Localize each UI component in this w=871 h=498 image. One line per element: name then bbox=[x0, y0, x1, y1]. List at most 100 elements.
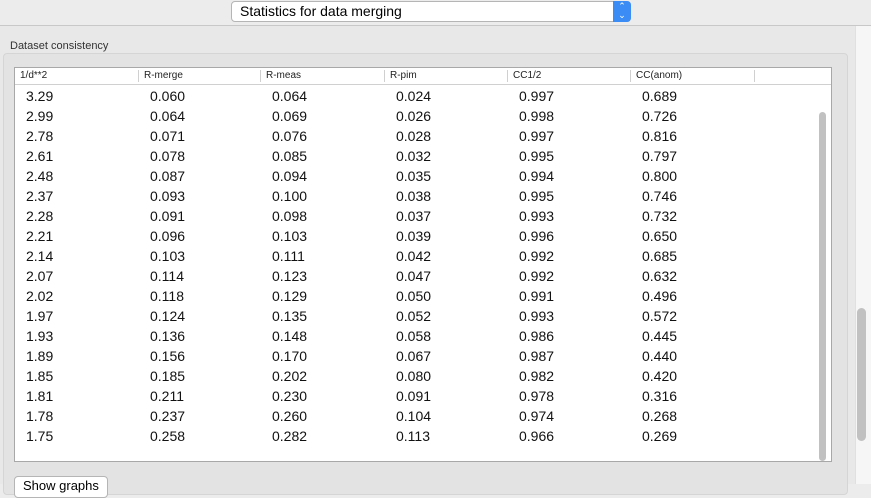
table-cell: 0.118 bbox=[150, 288, 184, 304]
table-row[interactable]: 1.78 0.237 0.260 0.104 0.974 0.268 bbox=[15, 406, 815, 426]
table-cell: 0.087 bbox=[150, 168, 186, 184]
table-cell: 0.726 bbox=[642, 108, 678, 124]
table-cell: 1.81 bbox=[26, 388, 54, 404]
table-row[interactable]: 2.02 0.118 0.129 0.050 0.991 0.496 bbox=[15, 286, 815, 306]
table-row[interactable]: 2.07 0.114 0.123 0.047 0.992 0.632 bbox=[15, 266, 815, 286]
table-cell: 1.89 bbox=[26, 348, 54, 364]
column-header[interactable]: R-merge bbox=[139, 70, 261, 82]
table-cell: 0.124 bbox=[150, 308, 186, 324]
table-cell: 0.050 bbox=[396, 288, 432, 304]
column-header[interactable]: CC(anom) bbox=[631, 70, 755, 82]
table-cell: 0.445 bbox=[642, 328, 678, 344]
table-header: 1/d**2 R-merge R-meas R-pim CC1/2 CC(anom) bbox=[15, 68, 831, 85]
table-cell: 0.071 bbox=[150, 128, 186, 144]
outer-scrollbar-thumb[interactable] bbox=[857, 308, 866, 441]
table-cell: 0.114 bbox=[150, 268, 184, 284]
table-cell: 0.978 bbox=[519, 388, 555, 404]
statistics-mode-value: Statistics for data merging bbox=[240, 3, 402, 19]
table-cell: 2.21 bbox=[26, 228, 54, 244]
statistics-mode-select[interactable]: Statistics for data merging ⌃ ⌄ bbox=[231, 1, 631, 22]
table-cell: 3.29 bbox=[26, 88, 54, 104]
table-cell: 2.37 bbox=[26, 188, 54, 204]
table-cell: 0.078 bbox=[150, 148, 186, 164]
table-cell: 0.993 bbox=[519, 308, 555, 324]
table-cell: 0.282 bbox=[272, 428, 308, 444]
column-header[interactable]: 1/d**2 bbox=[15, 70, 139, 82]
toolbar: Statistics for data merging ⌃ ⌄ bbox=[0, 0, 871, 26]
table-cell: 0.994 bbox=[519, 168, 555, 184]
table-cell: 0.420 bbox=[642, 368, 678, 384]
table-cell: 0.982 bbox=[519, 368, 555, 384]
table-cell: 0.974 bbox=[519, 408, 555, 424]
table-cell: 2.28 bbox=[26, 208, 54, 224]
table-row[interactable]: 1.97 0.124 0.135 0.052 0.993 0.572 bbox=[15, 306, 815, 326]
table-cell: 2.78 bbox=[26, 128, 54, 144]
table-cell: 0.992 bbox=[519, 248, 555, 264]
table-cell: 0.237 bbox=[150, 408, 186, 424]
table-cell: 0.024 bbox=[396, 88, 432, 104]
table-cell: 0.816 bbox=[642, 128, 678, 144]
table-cell: 0.080 bbox=[396, 368, 432, 384]
table-cell: 0.966 bbox=[519, 428, 555, 444]
group-label: Dataset consistency bbox=[10, 40, 109, 52]
table-cell: 0.094 bbox=[272, 168, 308, 184]
table-cell: 0.100 bbox=[272, 188, 308, 204]
table-row[interactable]: 2.61 0.078 0.085 0.032 0.995 0.797 bbox=[15, 146, 815, 166]
column-header[interactable]: R-meas bbox=[261, 70, 385, 82]
table-row[interactable]: 2.37 0.093 0.100 0.038 0.995 0.746 bbox=[15, 186, 815, 206]
table-cell: 0.156 bbox=[150, 348, 186, 364]
table-cell: 0.998 bbox=[519, 108, 555, 124]
table-row[interactable]: 1.81 0.211 0.230 0.091 0.978 0.316 bbox=[15, 386, 815, 406]
table-cell: 0.067 bbox=[396, 348, 432, 364]
table-cell: 0.997 bbox=[519, 128, 555, 144]
column-header[interactable]: R-pim bbox=[385, 70, 508, 82]
table-cell: 0.170 bbox=[272, 348, 308, 364]
table-cell: 0.136 bbox=[150, 328, 186, 344]
table-cell: 0.047 bbox=[396, 268, 432, 284]
table-cell: 0.076 bbox=[272, 128, 308, 144]
table-cell: 2.61 bbox=[26, 148, 54, 164]
table-row[interactable]: 2.99 0.064 0.069 0.026 0.998 0.726 bbox=[15, 106, 815, 126]
table-cell: 0.093 bbox=[150, 188, 186, 204]
table-cell: 0.632 bbox=[642, 268, 678, 284]
table-cell: 0.098 bbox=[272, 208, 308, 224]
table-cell: 0.496 bbox=[642, 288, 678, 304]
table-row[interactable]: 1.89 0.156 0.170 0.067 0.987 0.440 bbox=[15, 346, 815, 366]
table-cell: 0.995 bbox=[519, 188, 555, 204]
table-cell: 0.260 bbox=[272, 408, 308, 424]
table-cell: 0.135 bbox=[272, 308, 308, 324]
table-cell: 0.992 bbox=[519, 268, 555, 284]
table-cell: 0.148 bbox=[272, 328, 308, 344]
table-cell: 0.096 bbox=[150, 228, 186, 244]
table-row[interactable]: 1.93 0.136 0.148 0.058 0.986 0.445 bbox=[15, 326, 815, 346]
table-cell: 0.028 bbox=[396, 128, 432, 144]
table-row[interactable]: 2.28 0.091 0.098 0.037 0.993 0.732 bbox=[15, 206, 815, 226]
table-row[interactable]: 2.78 0.071 0.076 0.028 0.997 0.816 bbox=[15, 126, 815, 146]
table-cell: 0.038 bbox=[396, 188, 432, 204]
table-cell: 0.996 bbox=[519, 228, 555, 244]
table-row[interactable]: 2.14 0.103 0.111 0.042 0.992 0.685 bbox=[15, 246, 815, 266]
table-row[interactable]: 1.75 0.258 0.282 0.113 0.966 0.269 bbox=[15, 426, 815, 446]
table-cell: 0.995 bbox=[519, 148, 555, 164]
table-cell: 0.064 bbox=[150, 108, 186, 124]
table-scrollbar-thumb[interactable] bbox=[819, 112, 826, 461]
table-cell: 0.037 bbox=[396, 208, 432, 224]
table-row[interactable]: 2.21 0.096 0.103 0.039 0.996 0.650 bbox=[15, 226, 815, 246]
statistics-table: 1/d**2 R-merge R-meas R-pim CC1/2 CC(anom) 3.… bbox=[14, 67, 832, 462]
table-row[interactable]: 1.85 0.185 0.202 0.080 0.982 0.420 bbox=[15, 366, 815, 386]
show-graphs-button[interactable]: Show graphs bbox=[14, 476, 108, 498]
table-cell: 2.02 bbox=[26, 288, 54, 304]
table-cell: 0.085 bbox=[272, 148, 308, 164]
table-cell: 0.268 bbox=[642, 408, 678, 424]
table-cell: 0.997 bbox=[519, 88, 555, 104]
table-cell: 0.035 bbox=[396, 168, 432, 184]
table-row[interactable]: 2.48 0.087 0.094 0.035 0.994 0.800 bbox=[15, 166, 815, 186]
table-cell: 0.991 bbox=[519, 288, 555, 304]
table-cell: 0.230 bbox=[272, 388, 308, 404]
table-row[interactable]: 3.29 0.060 0.064 0.024 0.997 0.689 bbox=[15, 86, 815, 106]
table-cell: 1.78 bbox=[26, 408, 54, 424]
table-cell: 0.689 bbox=[642, 88, 678, 104]
table-cell: 0.572 bbox=[642, 308, 678, 324]
column-header[interactable]: CC1/2 bbox=[508, 70, 631, 82]
table-cell: 0.091 bbox=[396, 388, 432, 404]
